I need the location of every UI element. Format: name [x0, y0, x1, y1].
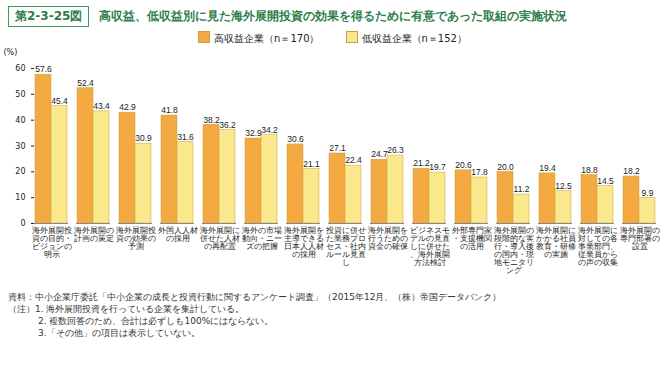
svg-text:海外展開に対しての各事業部門、従業員からの声の収集: 海外展開に対しての各事業部門、従業員からの声の収集	[578, 226, 618, 267]
svg-text:18.2: 18.2	[623, 166, 640, 176]
html-text:第2-3-25図: 第2-3-25図	[15, 9, 83, 23]
html-text:資料：中小企業庁委託「中小企業の成長と投資行動に関するアンケ: 資料：中小企業庁委託「中小企業の成長と投資行動に関するアンケート調査」（2015…	[8, 292, 502, 302]
svg-text:海外展開の専門部署の設置: 海外展開の専門部署の設置	[620, 226, 660, 251]
svg-text:21.2: 21.2	[413, 158, 430, 168]
svg-text:20: 20	[15, 167, 25, 176]
svg-text:12.5: 12.5	[555, 181, 572, 191]
svg-text:22.4: 22.4	[345, 155, 362, 165]
svg-text:14.5: 14.5	[597, 176, 614, 186]
svg-text:海外展開投資の効果の予測: 海外展開投資の効果の予測	[116, 226, 156, 251]
svg-text:20.6: 20.6	[455, 160, 472, 170]
svg-text:18.8: 18.8	[581, 165, 598, 175]
svg-text:30.6: 30.6	[287, 134, 304, 144]
svg-text:海外の市場動向・ニーズの把握: 海外の市場動向・ニーズの把握	[242, 226, 282, 251]
svg-text:20.0: 20.0	[497, 162, 514, 172]
html-text:3.「その他」の項目は表示していない。: 3.「その他」の項目は表示していない。	[38, 328, 200, 338]
svg-text:海外展開投資の目的・ビジョンの明示: 海外展開投資の目的・ビジョンの明示	[32, 226, 72, 259]
html-text:（注）1. 海外展開投資を行っている企業を集計している。: （注）1. 海外展開投資を行っている企業を集計している。	[8, 304, 245, 314]
svg-text:海外展開に併せた人材の再配置: 海外展開に併せた人材の再配置	[200, 226, 240, 251]
svg-text:(%): (%)	[4, 48, 18, 57]
svg-text:外部専門家・支援機関の活用: 外部専門家・支援機関の活用	[452, 226, 492, 251]
svg-text:外国人人材の採用: 外国人人材の採用	[158, 226, 198, 243]
svg-text:60: 60	[15, 64, 25, 73]
svg-text:17.8: 17.8	[471, 167, 488, 177]
svg-text:19.7: 19.7	[429, 162, 446, 172]
svg-text:31.6: 31.6	[177, 132, 194, 142]
svg-text:40: 40	[15, 116, 25, 125]
svg-text:57.6: 57.6	[35, 64, 52, 74]
html-text:2. 複数回答のため、合計は必ずしも100%にはならない。: 2. 複数回答のため、合計は必ずしも100%にはならない。	[38, 316, 274, 326]
svg-text:0: 0	[20, 219, 25, 228]
svg-text:海外展開の計画の策定: 海外展開の計画の策定	[74, 226, 114, 243]
svg-text:海外展開を行うための資金の確保: 海外展開を行うための資金の確保	[368, 226, 408, 251]
svg-text:9.9: 9.9	[642, 188, 654, 198]
html-text:低収益企業（n＝152）: 低収益企業（n＝152）	[361, 33, 467, 44]
svg-text:海外展開にかかる社員教育・研修の実施: 海外展開にかかる社員教育・研修の実施	[536, 226, 576, 259]
svg-text:ビジネスモデルの見直しに併せた、海外展開方法検討: ビジネスモデルの見直しに併せた、海外展開方法検討	[410, 226, 450, 267]
svg-text:海外展開の段階的な実行・導入後の国内・現地モニタリング: 海外展開の段階的な実行・導入後の国内・現地モニタリング	[493, 226, 534, 275]
svg-text:34.2: 34.2	[261, 125, 278, 135]
svg-text:30.9: 30.9	[135, 133, 152, 143]
svg-text:50: 50	[15, 90, 25, 99]
svg-text:11.2: 11.2	[514, 184, 530, 194]
svg-text:36.2: 36.2	[219, 120, 236, 130]
svg-text:21.1: 21.1	[303, 159, 320, 169]
svg-text:42.9: 42.9	[119, 102, 136, 112]
html-text:高収益、低収益別に見た海外展開投資の効果を得るために有意であ: 高収益、低収益別に見た海外展開投資の効果を得るために有意であった取組の実施状況	[99, 9, 568, 23]
svg-text:30: 30	[15, 142, 25, 151]
svg-text:26.3: 26.3	[387, 145, 404, 155]
svg-text:投資に併せた業務プロセス・社内ルール見直し: 投資に併せた業務プロセス・社内ルール見直し	[325, 226, 366, 267]
svg-text:24.7: 24.7	[371, 149, 388, 159]
svg-text:19.4: 19.4	[539, 163, 556, 173]
svg-text:43.4: 43.4	[93, 101, 110, 111]
svg-text:32.9: 32.9	[245, 128, 262, 138]
svg-text:52.4: 52.4	[77, 78, 94, 88]
svg-text:海外展開を主導できる日本人人材の採用: 海外展開を主導できる日本人人材の採用	[284, 226, 324, 259]
svg-text:45.4: 45.4	[51, 96, 68, 106]
svg-text:41.8: 41.8	[161, 105, 178, 115]
html-text:高収益企業（n＝170）: 高収益企業（n＝170）	[214, 33, 320, 44]
svg-text:38.2: 38.2	[203, 115, 220, 125]
svg-text:10: 10	[15, 193, 25, 202]
svg-text:27.1: 27.1	[329, 143, 346, 153]
